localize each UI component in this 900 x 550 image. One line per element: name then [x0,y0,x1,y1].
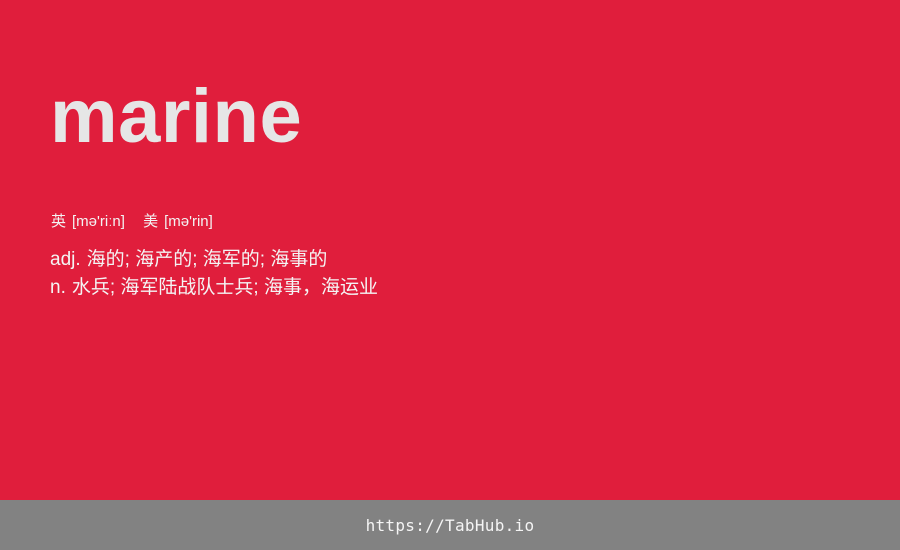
phonetic-british: 英 [mə'riːn] [51,212,125,232]
tabhub-link[interactable]: https://TabHub.io [365,515,535,535]
part-of-speech: adj. [50,249,81,270]
phonetic-british-label: 英 [51,213,67,230]
phonetics-row: 英 [mə'riːn] 美 [mə'rin] [51,212,227,232]
word-card: marine 英 [mə'riːn] 美 [mə'rin] adj. 海的; 海产的;… [50,74,378,302]
phonetic-american: 美 [mə'rin] [143,212,213,232]
part-of-speech: n. [50,277,66,298]
definition-text: 海的; 海产的; 海军的; 海事的 [86,249,328,270]
definitions: adj. 海的; 海产的; 海军的; 海事的 n. 水兵; 海军陆战队士兵; 海事，… [50,246,378,302]
phonetic-british-ipa: [mə'riːn] [72,213,125,230]
definition-noun: n. 水兵; 海军陆战队士兵; 海事，海运业 [50,274,378,302]
headword: marine [50,74,303,159]
definition-adjective: adj. 海的; 海产的; 海军的; 海事的 [50,246,378,274]
footer-bar: https://TabHub.io [0,500,900,550]
definition-text: 水兵; 海军陆战队士兵; 海事，海运业 [71,277,378,298]
phonetic-american-label: 美 [143,213,159,230]
phonetic-american-ipa: [mə'rin] [164,213,213,230]
